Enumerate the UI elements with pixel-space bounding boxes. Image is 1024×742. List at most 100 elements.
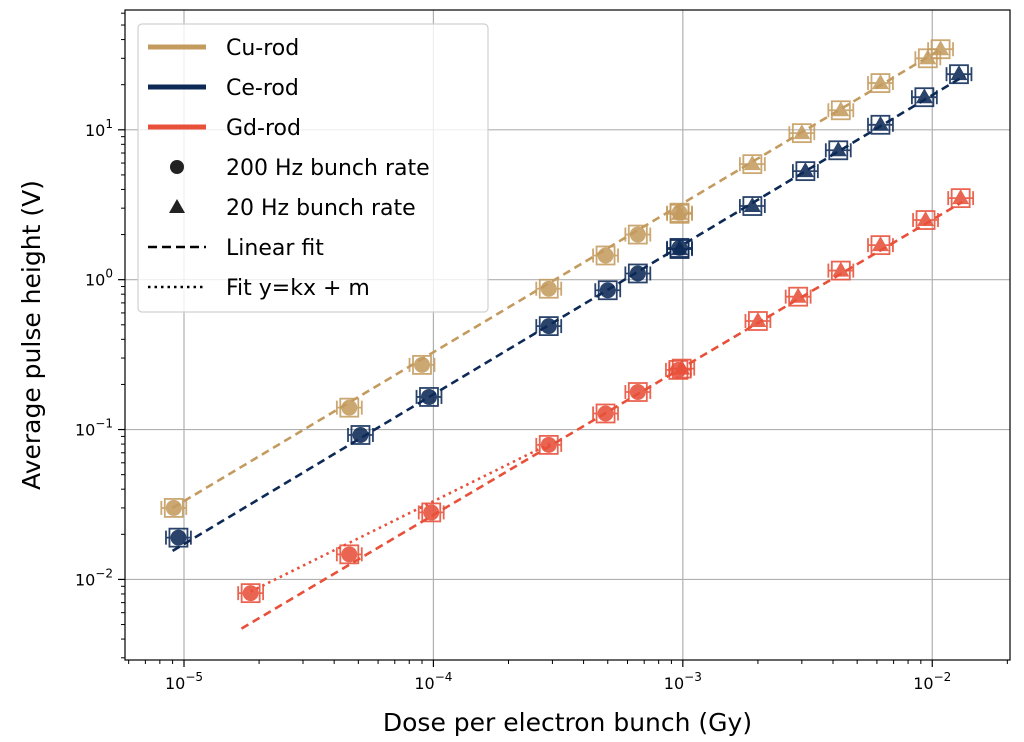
data-point	[912, 210, 939, 230]
y-axis-label: Average pulse height (V)	[17, 180, 46, 490]
data-point	[668, 358, 696, 379]
data-point	[624, 224, 652, 245]
triangle-marker	[932, 40, 950, 56]
triangle-marker	[832, 261, 850, 277]
circle-marker	[540, 436, 557, 453]
dashed-fit-line	[171, 47, 944, 510]
data-point	[945, 64, 973, 85]
triangle-marker	[796, 162, 814, 178]
triangle-marker	[871, 74, 889, 90]
y-tick-label: 10−2	[75, 566, 113, 589]
data-point	[738, 196, 766, 216]
circle-marker	[352, 426, 369, 443]
legend-item: Fit y=kx + m	[148, 276, 370, 301]
legend-label: Gd-rod	[226, 116, 301, 141]
legend-item: Linear fit	[148, 236, 324, 261]
circle-marker	[341, 546, 358, 563]
data-point	[535, 434, 563, 455]
circle-marker	[170, 529, 187, 546]
data-point	[237, 583, 265, 604]
data-point	[788, 123, 816, 144]
data-point	[827, 100, 855, 121]
legend: Cu-rod Ce-rod Gd-rod 200 Hz bunch rate 20 Hz…	[137, 23, 489, 313]
triangle-marker	[793, 124, 811, 140]
circle-marker	[341, 399, 358, 416]
triangle-marker	[743, 197, 761, 213]
legend-triangle-swatch	[169, 199, 185, 213]
data-point	[738, 154, 766, 175]
circle-marker	[420, 388, 437, 405]
legend-label: 20 Hz bunch rate	[226, 196, 416, 221]
legend-circle-swatch	[170, 160, 184, 174]
circle-marker	[423, 504, 440, 521]
triangle-marker	[915, 88, 933, 104]
plot-frame	[124, 9, 1011, 661]
data-point	[347, 425, 374, 445]
data-point	[160, 498, 188, 518]
data-point	[744, 311, 772, 331]
data-point	[535, 316, 563, 337]
data-point	[666, 239, 693, 259]
data-point	[335, 397, 363, 418]
data-point	[947, 188, 975, 209]
triangle-marker	[789, 287, 807, 303]
data-point	[867, 73, 894, 93]
legend-label: 200 Hz bunch rate	[226, 156, 430, 181]
triangle-marker	[671, 204, 689, 220]
y-tick-label: 10−1	[75, 417, 113, 440]
x-tick-label: 10−3	[664, 670, 702, 693]
data-point	[335, 544, 363, 565]
triangle-marker	[950, 65, 968, 81]
circle-marker	[597, 405, 614, 422]
circle-marker	[414, 356, 431, 373]
circle-marker	[629, 384, 646, 401]
triangle-marker	[829, 141, 847, 157]
data-point	[827, 260, 855, 281]
axis-ticks: 10−5 10−4 10−3 10−2 10−2 10−1 100 101	[75, 12, 1008, 693]
triangle-marker	[671, 240, 689, 256]
triangle-marker	[749, 312, 767, 328]
legend-label: Cu-rod	[226, 36, 299, 61]
x-tick-label: 10−2	[913, 670, 951, 693]
triangle-marker	[917, 211, 935, 227]
data-point	[867, 235, 894, 256]
data-point	[592, 403, 619, 424]
data-point	[927, 39, 954, 60]
data-point	[408, 355, 436, 375]
triangle-marker	[673, 359, 691, 375]
circle-marker	[242, 585, 259, 602]
legend-label: Fit y=kx + m	[226, 276, 370, 301]
dotted-fit-line	[250, 441, 553, 593]
circle-marker	[165, 499, 182, 516]
data-point	[824, 140, 852, 161]
triangle-marker	[832, 101, 850, 117]
data-point	[666, 203, 693, 224]
data-point	[592, 245, 619, 266]
circle-marker	[540, 280, 557, 297]
triangle-marker	[871, 236, 889, 252]
legend-item: 200 Hz bunch rate	[170, 156, 430, 181]
data-point	[624, 263, 652, 284]
legend-item: Gd-rod	[148, 116, 301, 141]
data-point	[911, 87, 938, 108]
x-tick-label: 10−4	[414, 670, 452, 693]
triangle-marker	[871, 115, 889, 131]
circle-marker	[629, 265, 646, 282]
circle-marker	[597, 247, 614, 264]
circle-marker	[599, 282, 616, 299]
data-point	[535, 278, 563, 299]
data-points	[160, 39, 975, 604]
data-point	[165, 527, 192, 548]
data-point	[867, 114, 894, 135]
legend-item: Ce-rod	[148, 76, 299, 101]
y-tick-label: 101	[85, 117, 113, 140]
legend-label: Ce-rod	[226, 76, 299, 101]
triangle-marker	[919, 49, 937, 65]
circle-marker	[629, 226, 646, 243]
circle-marker	[540, 318, 557, 335]
data-point	[415, 387, 443, 407]
y-tick-label: 100	[85, 267, 113, 290]
data-point	[624, 382, 652, 402]
legend-item: 20 Hz bunch rate	[169, 196, 416, 221]
